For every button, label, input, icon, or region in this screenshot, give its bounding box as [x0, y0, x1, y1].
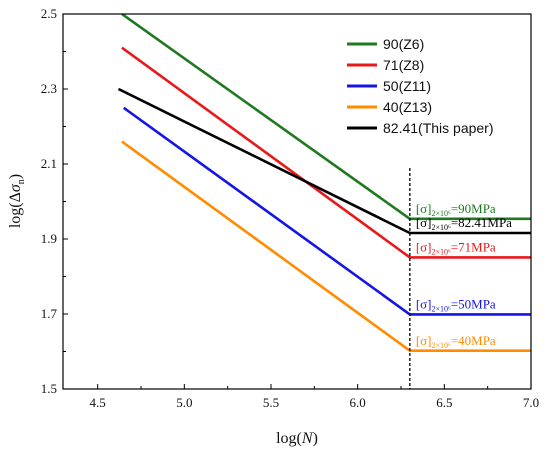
series-line-90(Z6) — [121, 14, 531, 221]
annotation-layer: [σ]2×10⁶=90MPa[σ]2×10⁶=82.41MPa [σ]2×10⁶=… — [416, 201, 512, 350]
x-tick-label: 5.5 — [263, 395, 279, 410]
legend-label: 82.41(This paper) — [383, 120, 494, 136]
ticks-layer: 4.5 5.0 5.5 6.0 6.5 7.0 1.5 1.7 1.9 2.1 2.3 2.5 — [41, 6, 539, 410]
legend-label: 90(Z6) — [383, 36, 424, 52]
legend-label: 40(Z13) — [383, 99, 432, 115]
y-tick-label: 2.5 — [41, 6, 57, 21]
annotation-label: [σ]2×10⁶=90MPa — [416, 201, 496, 218]
legend-label: 71(Z8) — [383, 57, 424, 73]
legend: 90(Z6) 71(Z8) 50(Z11) 40(Z13) 82.41(This pap… — [347, 36, 494, 136]
x-tick-label: 7.0 — [523, 395, 539, 410]
y-tick-label: 1.7 — [41, 306, 58, 321]
x-tick-label: 6.5 — [436, 395, 452, 410]
series-line-71(Z8) — [121, 46, 531, 259]
annotation-label: [σ]2×10⁶=50MPa — [416, 296, 496, 313]
x-axis-title: log(N) — [276, 430, 318, 447]
annotation-label: [σ]2×10⁶=82.41MPa — [416, 215, 512, 232]
x-tick-label: 6.0 — [350, 395, 366, 410]
y-axis-title: log(Δσn) — [7, 174, 27, 228]
x-tick-label: 4.5 — [90, 395, 106, 410]
annotation-label: [σ]2×10⁶=40MPa — [416, 333, 496, 350]
x-tick-label: 5.0 — [176, 395, 192, 410]
y-tick-label: 1.5 — [41, 381, 57, 396]
y-tick-label: 1.9 — [41, 231, 57, 246]
legend-label: 50(Z11) — [383, 78, 431, 94]
annotation-label: [σ]2×10⁶=71MPa — [416, 239, 496, 256]
y-tick-label: 2.3 — [41, 81, 57, 96]
y-tick-label: 2.1 — [41, 156, 57, 171]
plot-frame — [62, 13, 532, 390]
